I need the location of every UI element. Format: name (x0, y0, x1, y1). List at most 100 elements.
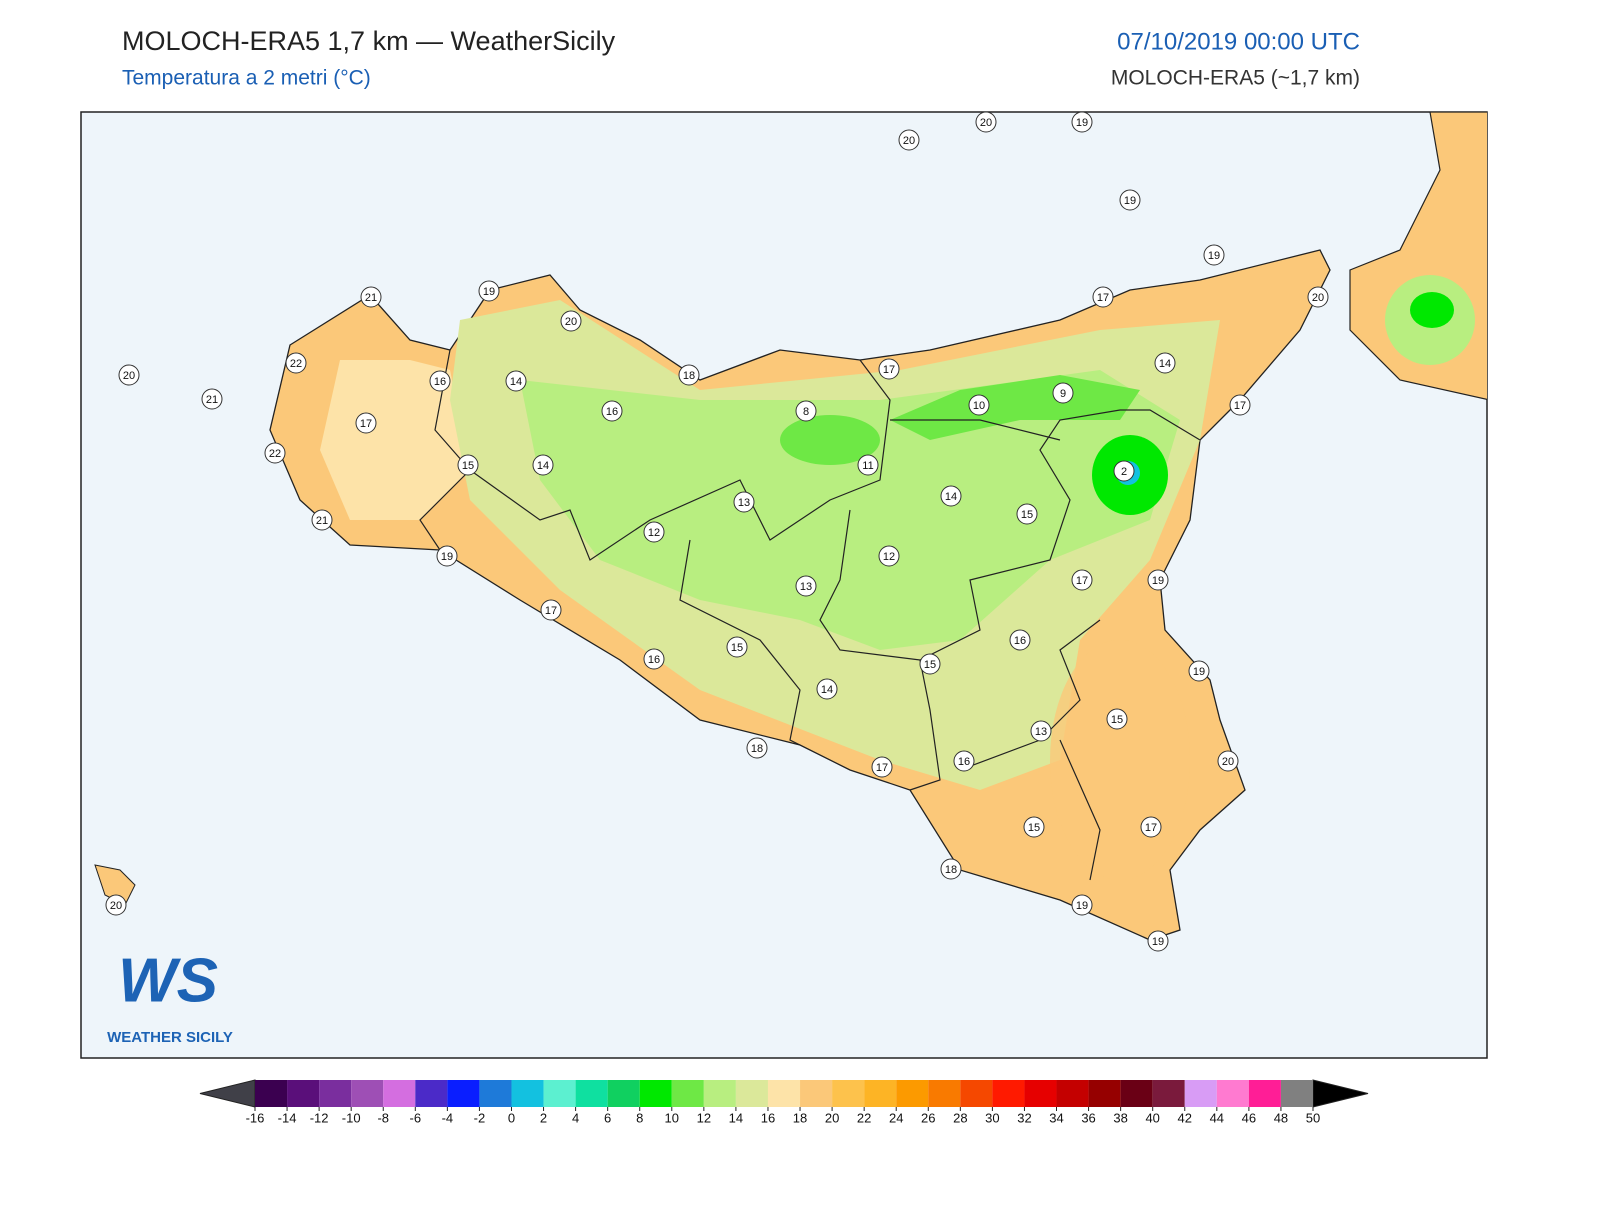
colorbar-tick-label: 20 (825, 1110, 839, 1125)
station-value: 19 (1193, 666, 1205, 678)
colorbar-tick-label: -6 (410, 1110, 422, 1125)
province-border (959, 619, 1101, 771)
station-value: 19 (1076, 117, 1088, 129)
colorbar-tick-label: 34 (1049, 1110, 1063, 1125)
station-value: 14 (1159, 358, 1171, 370)
colorbar-tick-label: 26 (921, 1110, 935, 1125)
station-marker (560, 310, 582, 332)
station-marker (746, 737, 768, 759)
station-value: 16 (1014, 635, 1026, 647)
colorbar-tick-label: 14 (729, 1110, 743, 1125)
station-marker (1052, 382, 1074, 404)
colorbar-tick-label: 2 (540, 1110, 547, 1125)
station-marker (1188, 660, 1210, 682)
colorbar-tick-label: 6 (604, 1110, 611, 1125)
colorbar-bin (960, 1080, 993, 1107)
station-marker (505, 370, 527, 392)
province-border (890, 419, 1061, 441)
station-value: 17 (545, 605, 557, 617)
station-marker (311, 509, 333, 531)
colorbar-bin (319, 1080, 352, 1107)
colorbar-bin (1216, 1080, 1249, 1107)
station-marker (360, 286, 382, 308)
station-marker (795, 575, 817, 597)
station-marker (816, 678, 838, 700)
colorbar-tick-label: 12 (697, 1110, 711, 1125)
station-value: 20 (903, 135, 915, 147)
colorbar-bin (575, 1080, 608, 1107)
station-marker (919, 653, 941, 675)
station-value: 15 (1028, 822, 1040, 834)
colorbar-bin (447, 1080, 480, 1107)
station-marker (643, 521, 665, 543)
colorbar-bin (639, 1080, 672, 1107)
station-value: 15 (731, 642, 743, 654)
province-border (469, 359, 891, 561)
cold-area (890, 375, 1140, 440)
colorbar-tick-label: 48 (1274, 1110, 1288, 1125)
colorbar-tick-label: 16 (761, 1110, 775, 1125)
station-marker (285, 352, 307, 374)
station-marker (878, 545, 900, 567)
station-value: 16 (434, 376, 446, 388)
cold-area (780, 415, 880, 465)
station-value: 17 (360, 418, 372, 430)
station-marker (871, 756, 893, 778)
station-value: 18 (751, 743, 763, 755)
station-marker (1106, 708, 1128, 730)
station-value: 16 (606, 406, 618, 418)
station-marker (1217, 750, 1239, 772)
colorbar-bin (351, 1080, 384, 1107)
colorbar-bin (832, 1080, 865, 1107)
colorbar-tick-label: 42 (1178, 1110, 1192, 1125)
station-value: 19 (1076, 900, 1088, 912)
province-border (679, 539, 801, 746)
station-value: 13 (738, 497, 750, 509)
colorbar-tick-label: -10 (342, 1110, 361, 1125)
station-marker (1119, 189, 1141, 211)
station-value: 19 (1208, 250, 1220, 262)
colorbar-tick-label: 50 (1306, 1110, 1320, 1125)
station-marker (1147, 569, 1169, 591)
station-marker (429, 370, 451, 392)
colorbar-bin (1280, 1080, 1313, 1107)
station-marker (1071, 569, 1093, 591)
station-value: 9 (1060, 388, 1066, 400)
colorbar-tick-label: -2 (474, 1110, 486, 1125)
station-marker (940, 485, 962, 507)
station-marker (355, 412, 377, 434)
colorbar-tick-label: 40 (1145, 1110, 1159, 1125)
station-value: 16 (648, 654, 660, 666)
colorbar-bin (735, 1080, 768, 1107)
colorbar-tick-label: -12 (310, 1110, 329, 1125)
station-marker (643, 648, 665, 670)
colorbar-bin (479, 1080, 512, 1107)
colorbar-tick-label: 18 (793, 1110, 807, 1125)
station-marker (733, 491, 755, 513)
station-value: 11 (862, 460, 873, 472)
colorbar-tick-label: 36 (1081, 1110, 1095, 1125)
colorbar-tick-label: 32 (1017, 1110, 1031, 1125)
colorbar-tick-label: 4 (572, 1110, 579, 1125)
colorbar-tick-label: 30 (985, 1110, 999, 1125)
colorbar-tick-label: 10 (665, 1110, 679, 1125)
station-marker (878, 358, 900, 380)
colorbar-bin (1152, 1080, 1185, 1107)
station-marker (898, 129, 920, 151)
station-marker (726, 636, 748, 658)
station-marker (857, 454, 879, 476)
station-value: 20 (1222, 756, 1234, 768)
station-marker (1092, 286, 1114, 308)
station-value: 14 (537, 460, 549, 472)
colorbar-bin (1056, 1080, 1089, 1107)
station-marker (968, 394, 990, 416)
station-value: 21 (206, 394, 218, 406)
cold-area (1410, 292, 1454, 328)
colorbar-bin (864, 1080, 897, 1107)
station-value: 14 (821, 684, 833, 696)
colorbar-bin (1184, 1080, 1217, 1107)
station-marker (678, 364, 700, 386)
station-marker (1203, 244, 1225, 266)
station-marker (264, 442, 286, 464)
